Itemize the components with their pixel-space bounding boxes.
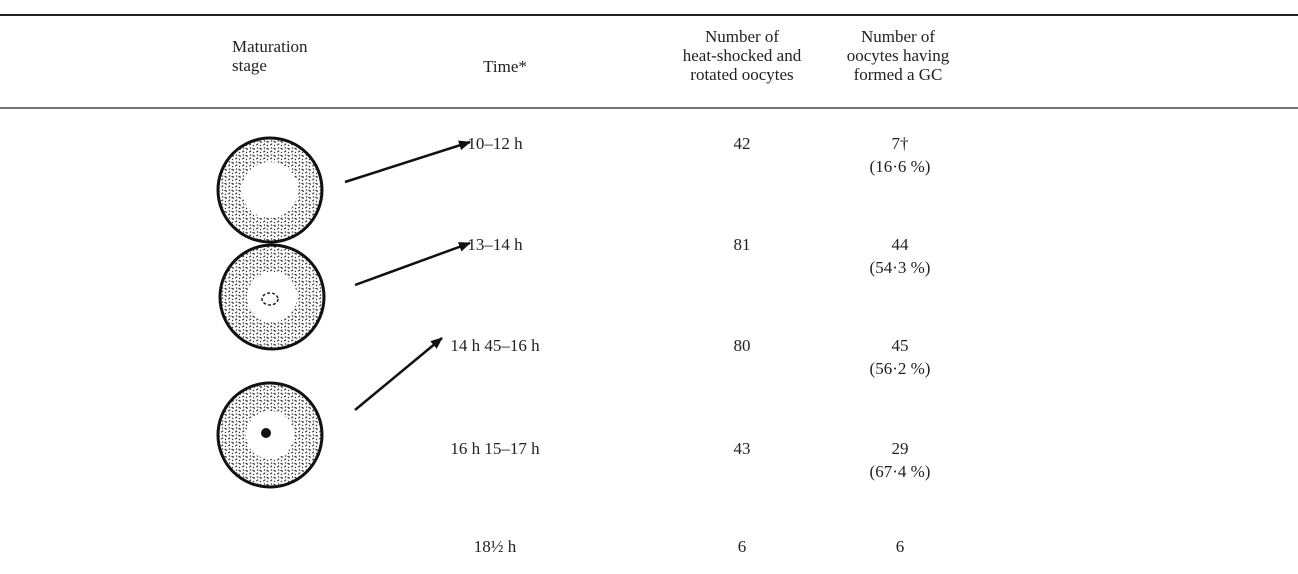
- header-number: rotated oocytes: [690, 65, 793, 84]
- table-figure: MaturationstageTime*Number ofheat-shocke…: [0, 0, 1298, 569]
- percent-cell: (16·6 %): [870, 157, 931, 176]
- arrows: [345, 142, 470, 410]
- header-number: heat-shocked and: [683, 46, 802, 65]
- time-cell: 16 h 15–17 h: [450, 439, 540, 458]
- header-formed: oocytes having: [847, 46, 950, 65]
- header-time: Time*: [483, 57, 527, 76]
- number-cell: 42: [734, 134, 751, 153]
- number-cell: 43: [734, 439, 751, 458]
- number-cell: 80: [734, 336, 751, 355]
- time-cell: 10–12 h: [467, 134, 523, 153]
- oocyte-diagrams: [218, 138, 324, 487]
- percent-cell: (56·2 %): [870, 359, 931, 378]
- arrow: [345, 142, 470, 182]
- time-cell: 14 h 45–16 h: [450, 336, 540, 355]
- oocyte-2-center: [247, 272, 297, 322]
- percent-cell: (54·3 %): [870, 258, 931, 277]
- header-formed: Number of: [861, 27, 935, 46]
- header-stage: stage: [232, 56, 267, 75]
- oocyte-1-center: [242, 162, 298, 218]
- number-cell: 81: [734, 235, 751, 254]
- number-cell: 6: [738, 537, 747, 556]
- percent-cell: (67·4 %): [870, 462, 931, 481]
- arrow: [355, 243, 470, 285]
- time-cell: 13–14 h: [467, 235, 523, 254]
- time-cell: 18½ h: [474, 537, 517, 556]
- oocyte-3-nucleus: [261, 428, 271, 438]
- header-stage: Maturation: [232, 37, 308, 56]
- formed-cell: 29: [892, 439, 909, 458]
- header-number: Number of: [705, 27, 779, 46]
- formed-cell: 7†: [892, 134, 909, 153]
- formed-cell: 6: [896, 537, 905, 556]
- formed-cell: 45: [892, 336, 909, 355]
- formed-cell: 44: [892, 235, 910, 254]
- arrow: [355, 338, 442, 410]
- header-formed: formed a GC: [854, 65, 943, 84]
- page: {"table": { "headers": { "stage": ["Matu…: [0, 0, 1298, 569]
